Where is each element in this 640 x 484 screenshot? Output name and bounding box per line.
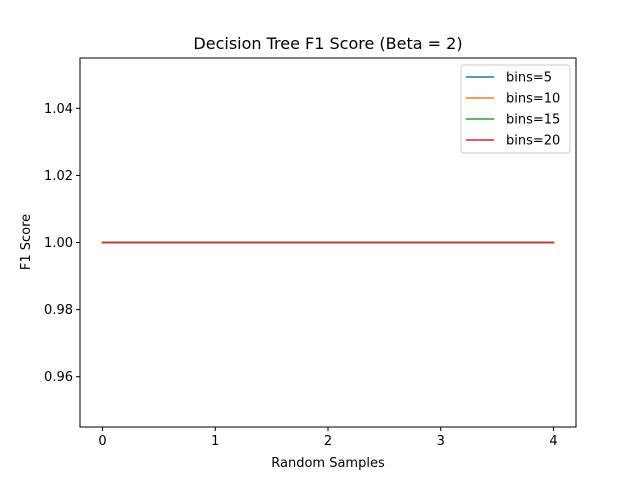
x-tick-label: 2 (324, 434, 332, 449)
y-tick-label: 1.02 (44, 169, 73, 184)
legend-label: bins=10 (506, 92, 560, 107)
y-tick-label: 1.00 (44, 236, 73, 251)
legend: bins=5 bins=10 bins=15 bins=20 (460, 64, 571, 154)
y-tick-label: 0.98 (44, 303, 73, 318)
x-tick-label: 1 (211, 434, 219, 449)
y-axis-ticks: 0.96 0.98 1.00 1.02 1.04 (44, 102, 80, 385)
x-axis-label: Random Samples (271, 456, 385, 471)
y-axis-label: F1 Score (19, 214, 34, 270)
x-axis-ticks: 0 1 2 3 4 (98, 427, 558, 449)
legend-label: bins=5 (506, 71, 552, 86)
legend-label: bins=20 (506, 134, 560, 149)
chart-title: Decision Tree F1 Score (Beta = 2) (193, 34, 462, 53)
y-tick-label: 1.04 (44, 102, 73, 117)
legend-label: bins=15 (506, 113, 560, 128)
y-tick-label: 0.96 (44, 370, 73, 385)
legend-frame (460, 64, 571, 154)
x-tick-label: 3 (437, 434, 445, 449)
x-tick-label: 0 (98, 434, 106, 449)
x-tick-label: 4 (549, 434, 557, 449)
